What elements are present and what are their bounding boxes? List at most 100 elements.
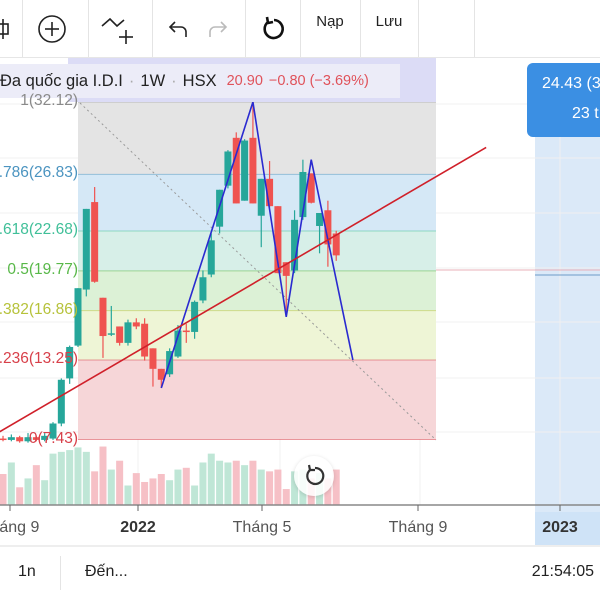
candle-body — [16, 437, 24, 442]
undo-icon[interactable] — [164, 0, 192, 57]
load-button[interactable]: Nạp — [316, 13, 344, 30]
volume-bar — [116, 460, 124, 505]
candle-body — [199, 277, 207, 301]
volume-bar — [282, 489, 290, 505]
volume-bar — [24, 478, 32, 505]
volume-bar — [157, 474, 165, 505]
last-price: 20.90 — [226, 73, 263, 89]
candle-body — [32, 437, 40, 440]
fib-diagonal — [79, 102, 437, 441]
price-tooltip: 24.43 (3 23 t — [527, 63, 600, 137]
fibonacci-labels: 1(32.12) 0.786(26.83) 0.618(22.68) 0.5(19.7… — [0, 90, 78, 450]
volume-bar — [66, 450, 74, 505]
price-change: −0.80 (−3.69%) — [268, 73, 369, 89]
fib-band — [78, 270, 436, 311]
redo-icon[interactable] — [204, 0, 232, 57]
candle-body — [24, 437, 32, 442]
candle-body — [99, 297, 107, 337]
candle-body — [307, 173, 315, 203]
volume-bar — [232, 460, 240, 505]
volume-bar — [124, 485, 132, 505]
volume-bar — [216, 460, 224, 505]
fib-label: 0.618(22.68) — [0, 221, 78, 239]
candlestick-icon[interactable] — [0, 0, 16, 57]
candle-body — [0, 438, 7, 441]
volume-bar — [149, 478, 157, 505]
reset-chart-button[interactable] — [294, 456, 334, 496]
fib-band — [78, 310, 436, 360]
add-circle-icon[interactable] — [34, 0, 70, 57]
fib-label: 0.382(16.86) — [0, 300, 78, 318]
volume-bar — [291, 471, 299, 505]
volume-bar — [49, 453, 57, 505]
candle-body — [141, 323, 149, 357]
range-button-1y[interactable]: 1n — [18, 563, 36, 580]
symbol-name: Đa quốc gia I.D.I — [0, 71, 123, 90]
candle-body — [324, 210, 332, 245]
volume-bar — [182, 467, 190, 505]
fib-label: 0.5(19.77) — [7, 260, 78, 278]
save-button[interactable]: Lưu — [375, 13, 403, 30]
candle-body — [257, 178, 265, 216]
volume-bar — [224, 462, 232, 505]
volume-bar — [166, 480, 174, 505]
candle-body — [232, 137, 240, 204]
volume-bar — [91, 471, 99, 505]
candle-body — [57, 379, 65, 424]
symbol-legend[interactable]: Đa quốc gia I.D.I · 1W · HSX 20.90 −0.80… — [0, 64, 400, 98]
toolbar: Nạp Lưu — [0, 0, 600, 58]
candle-body — [116, 326, 124, 343]
fib-band — [78, 174, 436, 232]
fib-band — [78, 359, 436, 440]
volume-bar — [199, 462, 207, 505]
candle-body — [41, 435, 49, 440]
candle-body — [266, 178, 274, 207]
exchange-label: HSX — [182, 71, 217, 90]
volume-bar — [0, 474, 7, 505]
volume-bar — [274, 469, 282, 505]
volume-bar — [332, 469, 340, 505]
volume-bar — [191, 485, 199, 505]
price-chart[interactable] — [0, 0, 600, 545]
volume-bar — [324, 478, 332, 505]
volume-bar — [16, 487, 24, 505]
candle-body — [224, 151, 232, 186]
tooltip-date: 23 t — [572, 105, 599, 122]
clock: 21:54:05 — [531, 563, 594, 580]
candle-body — [91, 202, 99, 282]
candle-body — [157, 368, 165, 380]
candle-body — [299, 171, 307, 218]
volume-bar — [257, 469, 265, 505]
zigzag-pattern — [160, 101, 354, 389]
candle-body — [7, 437, 15, 440]
tooltip-price: 24.43 (3 — [542, 75, 600, 92]
time-axis-label: Tháng 5 — [232, 519, 292, 536]
volume-bar — [99, 446, 107, 505]
candle-body — [316, 213, 324, 226]
volume-bar — [82, 451, 90, 505]
future-highlight-band — [535, 102, 600, 512]
volume-bar — [41, 480, 49, 505]
goto-date-button[interactable]: Đến... — [85, 563, 128, 580]
candle-body — [174, 330, 182, 357]
volume-bar — [207, 453, 215, 505]
reset-icon — [306, 464, 325, 486]
candle-body — [107, 333, 115, 335]
indicator-add-icon[interactable] — [98, 0, 138, 57]
candle-body — [274, 206, 282, 274]
reset-icon[interactable] — [258, 0, 288, 57]
fib-label: 0(7.43) — [28, 429, 78, 447]
volume-bar — [241, 465, 249, 505]
fib-band — [78, 231, 436, 271]
year-highlight — [535, 512, 600, 545]
volume-bar — [132, 473, 140, 505]
candle-body — [149, 348, 157, 369]
candle-body — [124, 322, 132, 343]
time-axis-label: 2022 — [120, 519, 156, 536]
interval-label: 1W — [140, 71, 166, 90]
candle-body — [191, 301, 199, 332]
volume-bar — [7, 462, 15, 505]
fib-label: 0.786(26.83) — [0, 164, 78, 182]
time-axis-label: Tháng 9 — [388, 519, 448, 536]
volume-bar — [249, 460, 257, 505]
